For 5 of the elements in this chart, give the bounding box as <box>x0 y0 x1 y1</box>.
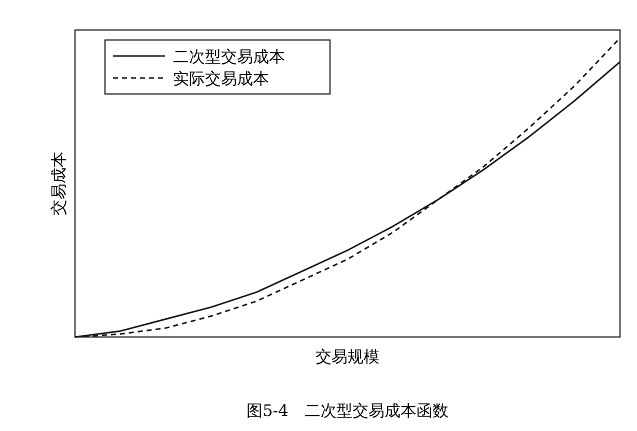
y-axis-title: 交易成本 <box>49 152 68 216</box>
legend-label: 实际交易成本 <box>173 69 269 88</box>
caption: 图5-4 二次型交易成本函数 <box>246 401 448 420</box>
x-axis-title: 交易规模 <box>316 347 380 366</box>
legend-label: 二次型交易成本 <box>173 47 285 66</box>
